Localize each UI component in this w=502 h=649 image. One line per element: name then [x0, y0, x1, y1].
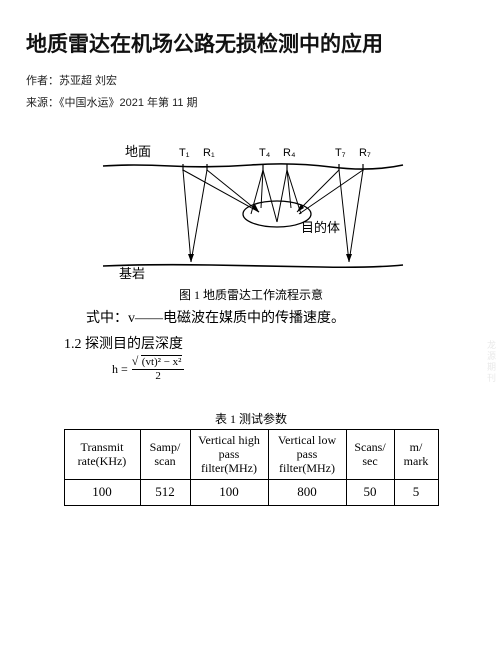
- label-bedrock: 基岩: [119, 266, 145, 281]
- table-header-cell: Vertical low pass filter(MHz): [268, 430, 346, 480]
- figure-1-caption: 图 1 地质雷达工作流程示意: [26, 286, 476, 303]
- formula-radicand: (vt)² − x²: [141, 355, 183, 368]
- label-R4: R₄: [283, 147, 296, 159]
- formula-denominator: 2: [155, 370, 161, 382]
- table-1-caption: 表 1 测试参数: [26, 410, 476, 427]
- table-row: 100512100800505: [64, 480, 438, 506]
- label-T4: T₄: [259, 147, 271, 159]
- table-cell: 50: [346, 480, 394, 506]
- source-line: 来源：《中国水运》2021 年第 11 期: [26, 94, 476, 110]
- radar-diagram-svg: 地面 T₁ R₁ T₄ R₄ T₇ R₇ 目的体: [91, 134, 411, 284]
- label-R1: R₁: [203, 147, 215, 159]
- table-header-cell: Scans/ sec: [346, 430, 394, 480]
- table-header-cell: Transmit rate(KHz): [64, 430, 140, 480]
- section-1-2-heading: 1.2 探测目的层深度: [26, 333, 476, 353]
- table-cell: 512: [140, 480, 190, 506]
- label-R7: R₇: [359, 147, 371, 159]
- table-cell: 100: [190, 480, 268, 506]
- table-header-cell: Samp/ scan: [140, 430, 190, 480]
- eq-description: 式中：v——电磁波在媒质中的传播速度。: [26, 307, 476, 327]
- formula-lhs: h =: [112, 362, 128, 377]
- formula-fraction: (vt)² − x² 2: [132, 357, 185, 382]
- watermark: 龙源期刊: [485, 340, 498, 384]
- table-header-cell: m/ mark: [394, 430, 438, 480]
- author-line: 作者：苏亚超 刘宏: [26, 72, 476, 88]
- label-ground: 地面: [125, 144, 151, 159]
- figure-1: 地面 T₁ R₁ T₄ R₄ T₇ R₇ 目的体: [26, 134, 476, 303]
- label-T7: T₇: [335, 147, 346, 159]
- label-T1: T₁: [179, 147, 190, 159]
- table-cell: 800: [268, 480, 346, 506]
- page-title: 地质雷达在机场公路无损检测中的应用: [26, 28, 476, 58]
- table-cell: 100: [64, 480, 140, 506]
- formula-h: h = (vt)² − x² 2: [26, 357, 476, 382]
- table-header-cell: Vertical high pass filter(MHz): [190, 430, 268, 480]
- table-header-row: Transmit rate(KHz)Samp/ scanVertical hig…: [64, 430, 438, 480]
- params-table: Transmit rate(KHz)Samp/ scanVertical hig…: [64, 429, 439, 506]
- label-target: 目的体: [301, 220, 340, 235]
- table-cell: 5: [394, 480, 438, 506]
